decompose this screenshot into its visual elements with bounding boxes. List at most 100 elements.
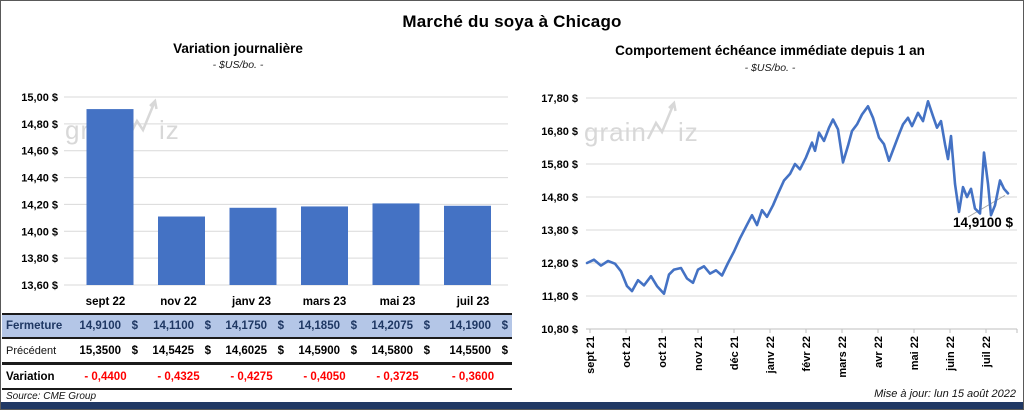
table-header-row: sept 22 nov 22 janv 23 mars 23 mai 23 juil 23 [2, 290, 512, 313]
currency-sign: $ [131, 320, 138, 332]
x-tick-label: sept 21 [585, 336, 597, 374]
label-leader-line [967, 194, 1006, 218]
cell-precedent-mars 23: 14,5900 $ [288, 345, 361, 357]
cell-value: - 0,4050 [303, 370, 346, 383]
cell-fermeture-janv 23: 14,1750 $ [215, 320, 288, 332]
cell-precedent-nov 22: 14,5425 $ [142, 345, 215, 357]
table-row-precedent: Précédent 15,3500 $14,5425 $14,6025 $14,5900… [2, 339, 512, 365]
bar-juil 23 [444, 205, 491, 285]
cell-variation-mai 23: - 0,3725 [361, 371, 434, 383]
cell-fermeture-mai 23: 14,2075 $ [361, 320, 434, 332]
bar-sept 22 [86, 109, 134, 285]
cell-variation-janv 23: - 0,4275 [215, 371, 288, 383]
price-line [585, 100, 1010, 295]
cell-variation-juil 23: - 0,3600 [434, 371, 512, 383]
cell-value: 14,1750 [225, 320, 267, 332]
y-tick-label: 11,80 $ [542, 291, 578, 303]
cell-value: 14,5500 [449, 344, 491, 357]
x-tick-label: avr 22 [873, 336, 885, 368]
watermark-text-right: iz [678, 117, 699, 147]
y-tick-label: 15,80 $ [541, 159, 578, 171]
cell-value: - 0,3725 [376, 370, 419, 383]
cell-precedent-juil 23: 14,5500 $ [434, 345, 512, 357]
cell-value: - 0,4275 [230, 370, 273, 383]
y-tick-label: 13,80 $ [21, 253, 58, 265]
bar-chart-subtitle: - $US/bo. - [212, 59, 264, 71]
bar-mai 23 [372, 203, 420, 285]
column-header-sept 22: sept 22 [85, 295, 126, 308]
cell-value: 14,1850 [298, 320, 340, 332]
last-price-label: 14,9100 $ [953, 215, 1014, 230]
currency-sign: $ [501, 320, 508, 332]
y-tick-label: 14,00 $ [21, 226, 58, 238]
currency-sign: $ [277, 344, 284, 357]
x-tick-label: févr 22 [801, 336, 813, 371]
x-tick-label: mai 22 [909, 336, 921, 370]
row-label: Précédent [6, 344, 57, 357]
bar-nov 22 [158, 216, 205, 285]
currency-sign: $ [350, 344, 357, 357]
cell-variation-nov 22: - 0,4325 [142, 371, 215, 383]
currency-sign: $ [204, 320, 211, 332]
cell-value: 14,2075 [371, 320, 413, 332]
y-tick-label: 14,80 $ [541, 192, 578, 204]
y-tick-label: 13,60 $ [21, 280, 58, 291]
x-tick-label: déc 21 [729, 336, 741, 370]
cell-value: 14,6025 [225, 344, 267, 357]
cell-precedent-mai 23: 14,5800 $ [361, 345, 434, 357]
currency-sign: $ [350, 320, 357, 332]
currency-sign: $ [501, 344, 508, 357]
cell-value: 14,5800 [371, 344, 413, 357]
row-label: Fermeture [6, 320, 63, 332]
y-tick-label: 17,80 $ [541, 93, 578, 105]
watermark-text-right: iz [159, 115, 180, 145]
quotes-table: sept 22 nov 22 janv 23 mars 23 mai 23 juil 23… [2, 290, 512, 390]
currency-sign: $ [277, 320, 284, 332]
currency-sign: $ [204, 344, 211, 357]
currency-sign: $ [423, 320, 430, 332]
front-month-line-chart: 17,80 $ 16,80 $ 15,80 $ 14,80 $ 13,80 $ 12,80… [541, 93, 1018, 378]
cell-value: - 0,3600 [451, 370, 495, 383]
column-header-janv 23: janv 23 [232, 295, 271, 308]
cell-value: 14,1100 [153, 320, 194, 332]
x-tick-label: janv 22 [765, 336, 777, 374]
y-tick-label: 14,40 $ [21, 173, 58, 185]
x-tick-label: mars 22 [837, 336, 849, 378]
cell-value: - 0,4400 [84, 370, 127, 383]
y-tick-label: 14,80 $ [21, 119, 58, 131]
bar-mars 23 [301, 206, 348, 285]
cell-fermeture-nov 22: 14,1100 $ [142, 320, 215, 332]
x-tick-label: oct 21 [621, 336, 633, 368]
grainwiz-watermark: grain iz [584, 100, 699, 147]
cell-fermeture-mars 23: 14,1850 $ [288, 320, 361, 332]
line-chart-title: Comportement échéance immédiate depuis 1… [615, 43, 925, 58]
cell-value: 14,5425 [152, 344, 194, 357]
cell-value: 14,5900 [298, 344, 340, 357]
table-row-fermeture: Fermeture 14,9100 $14,1100 $14,1750 $14,1850… [2, 313, 512, 339]
cell-fermeture-juil 23: 14,1900 $ [434, 320, 512, 332]
currency-sign: $ [423, 344, 430, 357]
y-tick-label: 15,00 $ [21, 92, 58, 104]
x-tick-label: nov 21 [693, 336, 705, 371]
cell-value: - 0,4325 [157, 370, 200, 383]
y-tick-label: 10,80 $ [541, 324, 578, 336]
watermark-text-left: grain [584, 117, 647, 147]
column-header-mars 23: mars 23 [302, 295, 347, 308]
y-tick-label: 13,80 $ [541, 225, 578, 237]
updated-note: Mise à jour: lun 15 août 2022 [874, 388, 1016, 400]
y-tick-label: 14,60 $ [21, 146, 58, 158]
watermark-zigzag-icon [646, 100, 677, 140]
currency-sign: $ [131, 344, 138, 357]
page-title: Marché du soya à Chicago [402, 12, 622, 31]
y-tick-label: 12,80 $ [541, 258, 578, 270]
cell-value: 15,3500 [79, 344, 121, 357]
cell-value: 14,9100 [79, 320, 121, 332]
source-note: Source: CME Group [6, 391, 97, 402]
daily-variation-bar-chart: 15,00 $ 14,80 $ 14,60 $ 14,40 $ 14,20 $ 14,00… [21, 92, 508, 291]
column-header-juil 23: juil 23 [456, 295, 490, 308]
cell-value: 14,1900 [449, 320, 491, 332]
column-header-nov 22: nov 22 [160, 295, 197, 308]
table-row-variation: Variation - 0,4400 - 0,4325 - 0,4275 - 0,405… [2, 365, 512, 390]
cell-variation-sept 22: - 0,4400 [69, 371, 142, 383]
